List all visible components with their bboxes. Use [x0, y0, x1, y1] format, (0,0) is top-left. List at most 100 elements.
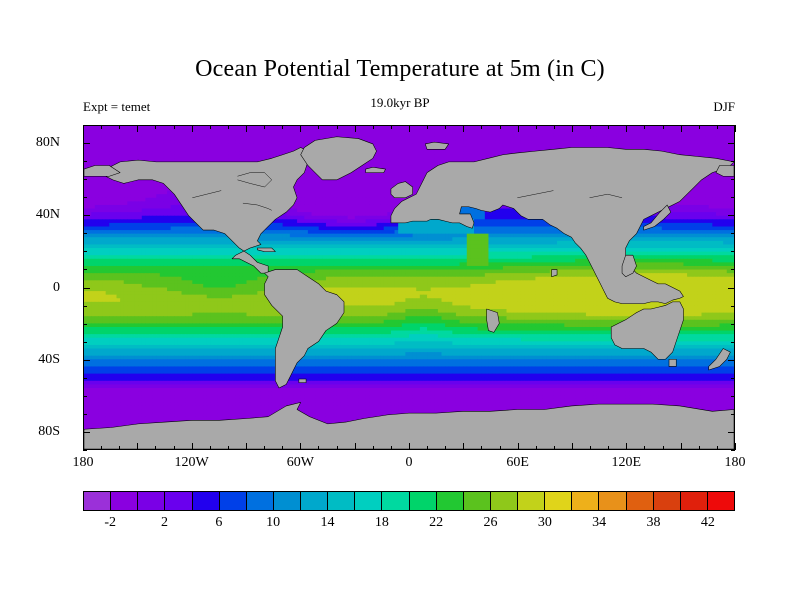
colorbar-tick-label: 22 — [429, 515, 444, 530]
colorbar-cell — [436, 492, 464, 510]
axis-tick — [83, 360, 90, 361]
axis-tick — [373, 446, 374, 450]
colorbar-cell — [490, 492, 518, 510]
axis-tick — [590, 125, 591, 129]
colorbar-tick-label: -2 — [104, 515, 116, 530]
axis-tick — [83, 450, 87, 451]
x-axis-tick-label: 120E — [611, 455, 642, 470]
axis-tick — [83, 306, 87, 307]
x-axis-tick-label: 120W — [174, 455, 209, 470]
axis-tick — [731, 197, 735, 198]
axis-tick — [246, 125, 247, 132]
axis-tick — [699, 446, 700, 450]
colorbar-cell — [463, 492, 491, 510]
colorbar-cell — [273, 492, 301, 510]
x-axis-tick-label: 60W — [286, 455, 314, 470]
axis-tick — [264, 446, 265, 450]
colorbar-cell — [653, 492, 681, 510]
axis-tick — [101, 446, 102, 450]
axis-tick — [155, 446, 156, 450]
colorbar-tick-label: 14 — [320, 515, 335, 530]
axis-tick — [264, 125, 265, 129]
axis-tick — [355, 443, 356, 450]
axis-tick — [445, 446, 446, 450]
axis-tick — [731, 179, 735, 180]
y-axis-tick-label: 0 — [53, 279, 60, 295]
axis-tick — [337, 125, 338, 129]
axis-tick — [731, 450, 735, 451]
axis-tick — [210, 446, 211, 450]
colorbar-cell — [246, 492, 274, 510]
colorbar-tick-label: 6 — [215, 515, 223, 530]
axis-tick — [731, 233, 735, 234]
axis-tick — [500, 125, 501, 129]
colorbar-tick-label: 26 — [483, 515, 498, 530]
axis-tick — [731, 306, 735, 307]
axis-tick — [536, 125, 537, 129]
map-plot-area — [83, 125, 735, 450]
y-axis-tick-label: 40S — [38, 351, 60, 367]
axis-tick — [427, 446, 428, 450]
axis-tick — [717, 125, 718, 129]
axis-tick — [728, 288, 735, 289]
axis-tick — [728, 215, 735, 216]
axis-tick — [83, 233, 87, 234]
axis-tick — [318, 125, 319, 129]
colorbar-tick-label: 2 — [161, 515, 168, 530]
axis-tick — [731, 414, 735, 415]
axis-tick — [409, 125, 410, 132]
axis-tick — [83, 179, 87, 180]
axis-tick — [83, 143, 90, 144]
axis-tick — [174, 446, 175, 450]
axis-tick — [731, 251, 735, 252]
axis-tick — [481, 125, 482, 129]
colorbar-cell — [219, 492, 247, 510]
axis-tick — [137, 443, 138, 450]
axis-tick — [731, 396, 735, 397]
axis-tick — [174, 125, 175, 129]
axis-tick — [518, 443, 519, 450]
axis-tick — [337, 446, 338, 450]
axis-tick — [318, 446, 319, 450]
axis-tick — [572, 125, 573, 132]
axis-tick — [282, 446, 283, 450]
axis-tick — [626, 125, 627, 132]
axis-tick — [717, 446, 718, 450]
colorbar-cell — [382, 492, 410, 510]
axis-tick — [663, 125, 664, 129]
axis-tick — [554, 446, 555, 450]
axis-tick — [83, 161, 87, 162]
land-mask — [84, 137, 734, 449]
x-axis-tick-label: 180 — [724, 455, 746, 470]
colorbar-cell — [165, 492, 193, 510]
axis-tick — [83, 443, 84, 450]
y-axis-tick-label: 40N — [35, 207, 60, 223]
axis-tick — [83, 432, 90, 433]
axis-tick — [300, 443, 301, 450]
axis-tick — [192, 125, 193, 132]
experiment-label: Expt = temet — [83, 99, 151, 114]
axis-tick — [427, 125, 428, 129]
axis-tick — [83, 288, 90, 289]
axis-tick — [731, 324, 735, 325]
x-axis-tick-label: 60E — [506, 455, 529, 470]
axis-tick — [355, 125, 356, 132]
axis-tick — [391, 125, 392, 129]
axis-tick — [681, 125, 682, 132]
axis-tick — [731, 269, 735, 270]
colorbar-tick-label: 30 — [537, 515, 552, 530]
y-axis-tick-label: 80S — [38, 423, 60, 439]
axis-tick — [83, 125, 87, 126]
axis-tick — [572, 443, 573, 450]
axis-tick — [728, 143, 735, 144]
axis-tick — [155, 125, 156, 129]
axis-tick — [300, 125, 301, 132]
y-axis-tick-label: 80N — [35, 135, 60, 151]
axis-tick — [119, 446, 120, 450]
colorbar-cell — [192, 492, 220, 510]
axis-tick — [536, 446, 537, 450]
axis-tick — [83, 324, 87, 325]
figure-subtitle: 19.0kyr BP — [370, 95, 430, 110]
axis-tick — [463, 443, 464, 450]
